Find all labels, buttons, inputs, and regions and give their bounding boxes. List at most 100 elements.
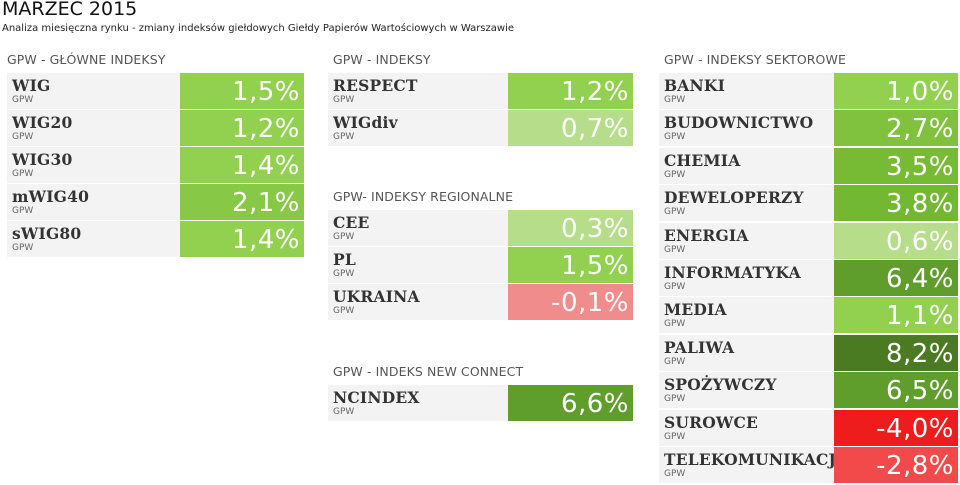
index-name: WIG30: [12, 150, 73, 169]
index-change-box: 8,2%: [834, 334, 958, 371]
index-name-box: NCINDEX GPW: [328, 385, 508, 421]
index-source: GPW: [664, 356, 686, 367]
index-name: WIGdiv: [333, 113, 398, 132]
index-name: sWIG80: [12, 224, 82, 243]
index-source: GPW: [12, 132, 34, 142]
index-source: GPW: [664, 244, 686, 255]
index-change-value: 1,5%: [231, 77, 300, 107]
index-name-box: UKRAINA GPW: [328, 284, 508, 320]
index-source: GPW: [333, 95, 355, 105]
index-source: GPW: [664, 207, 686, 218]
indices-heading: GPW - INDEKSY: [333, 52, 431, 67]
index-name: TELEKOMUNIKACJA: [664, 450, 849, 469]
index-change-value: 8,2%: [885, 338, 954, 369]
index-change-value: -0,1%: [551, 288, 629, 318]
index-change-value: -2,8%: [876, 451, 954, 481]
index-name: WIG: [12, 76, 51, 95]
index-change-value: 2,7%: [885, 114, 954, 145]
index-change-value: 0,7%: [560, 114, 629, 144]
index-change-box: 1,1%: [834, 297, 958, 334]
index-source: GPW: [664, 469, 686, 479]
index-tile-wig: WIG GPW 1,5%: [7, 73, 304, 109]
index-change-value: 0,6%: [885, 226, 954, 257]
index-source: GPW: [333, 407, 355, 417]
index-change-box: 1,4%: [180, 221, 304, 257]
index-source: GPW: [333, 269, 355, 279]
index-tile-budownictwo: BUDOWNICTWO GPW 2,7%: [659, 110, 958, 147]
index-tile-surowce: SUROWCE GPW -4,0%: [659, 409, 958, 446]
index-change-box: 0,6%: [834, 222, 958, 259]
index-change-box: 1,5%: [508, 247, 633, 283]
index-name: INFORMATYKA: [664, 263, 801, 282]
index-change-box: 1,2%: [508, 73, 633, 109]
index-change-box: -4,0%: [834, 409, 958, 446]
index-name-box: PL GPW: [328, 247, 508, 283]
index-change-box: 0,7%: [508, 110, 633, 146]
index-name: RESPECT: [333, 76, 418, 95]
index-name: BANKI: [664, 76, 726, 95]
index-tile-deweloperzy: DEWELOPERZY GPW 3,8%: [659, 185, 958, 222]
index-name-box: TELEKOMUNIKACJA GPW: [659, 447, 848, 483]
index-change-value: 6,4%: [885, 264, 954, 294]
index-name-box: SPOŻYWCZY GPW: [659, 372, 834, 409]
index-tile-spozywczy: SPOŻYWCZY GPW 6,5%: [659, 372, 958, 409]
index-change-value: -4,0%: [876, 413, 954, 444]
regional-heading: GPW- INDEKSY REGIONALNE: [333, 189, 514, 204]
index-tile-media: MEDIA GPW 1,1%: [659, 297, 958, 334]
index-source: GPW: [12, 206, 34, 216]
index-change-box: 2,7%: [834, 110, 958, 147]
index-change-value: 3,8%: [885, 189, 954, 220]
index-source: GPW: [12, 243, 34, 253]
index-tile-swig80: sWIG80 GPW 1,4%: [7, 221, 304, 257]
main-indices-heading: GPW - GŁÓWNE INDEKSY: [7, 52, 166, 67]
index-change-box: 0,3%: [508, 210, 633, 246]
index-name-box: CHEMIA GPW: [659, 147, 834, 184]
index-change-box: -0,1%: [508, 284, 633, 320]
index-change-value: 1,4%: [231, 151, 300, 181]
index-tile-cee: CEE GPW 0,3%: [328, 210, 633, 246]
index-name: ENERGIA: [664, 225, 749, 245]
index-name: NCINDEX: [333, 388, 420, 407]
index-change-value: 6,6%: [560, 389, 629, 419]
index-name-box: DEWELOPERZY GPW: [659, 185, 834, 222]
index-name-box: BUDOWNICTWO GPW: [659, 110, 834, 147]
index-tile-ukraina: UKRAINA GPW -0,1%: [328, 284, 633, 320]
index-change-value: 1,5%: [560, 251, 629, 281]
index-change-box: 1,0%: [834, 73, 958, 109]
index-source: GPW: [664, 169, 686, 180]
index-name: BUDOWNICTWO: [664, 113, 814, 133]
index-name-box: PALIWA GPW: [659, 334, 834, 371]
index-change-value: 3,5%: [885, 151, 954, 182]
index-change-value: 0,3%: [560, 214, 629, 244]
page-title: MARZEC 2015: [2, 0, 138, 20]
index-change-box: 1,2%: [180, 110, 304, 146]
index-name-box: SUROWCE GPW: [659, 409, 834, 446]
index-change-box: 6,4%: [834, 260, 958, 296]
index-source: GPW: [664, 319, 686, 330]
index-change-value: 1,2%: [231, 114, 300, 144]
index-name: mWIG40: [12, 187, 90, 206]
index-name-box: BANKI GPW: [659, 73, 834, 109]
index-name-box: RESPECT GPW: [328, 73, 508, 109]
index-tile-informatyka: INFORMATYKA GPW 6,4%: [659, 260, 958, 296]
index-name: PL: [333, 250, 356, 269]
index-name-box: CEE GPW: [328, 210, 508, 246]
index-name: MEDIA: [664, 300, 727, 320]
index-source: GPW: [12, 169, 34, 179]
index-name-box: INFORMATYKA GPW: [659, 260, 834, 296]
index-tile-telekomunikacja: TELEKOMUNIKACJA GPW -2,8%: [659, 447, 958, 483]
index-change-value: 1,2%: [560, 77, 629, 107]
index-name: CHEMIA: [664, 150, 741, 170]
index-name: SUROWCE: [664, 412, 759, 432]
index-source: GPW: [12, 95, 34, 105]
index-name-box: WIGdiv GPW: [328, 110, 508, 146]
index-change-value: 6,5%: [885, 376, 954, 407]
page-subtitle: Analiza miesięczna rynku - zmiany indeks…: [2, 23, 515, 34]
index-name-box: WIG20 GPW: [7, 110, 180, 146]
index-name: UKRAINA: [333, 287, 420, 306]
index-tile-respect: RESPECT GPW 1,2%: [328, 73, 633, 109]
index-change-box: 1,4%: [180, 147, 304, 183]
index-tile-chemia: CHEMIA GPW 3,5%: [659, 147, 958, 184]
index-change-value: 1,1%: [885, 301, 954, 332]
index-change-box: 2,1%: [180, 184, 304, 220]
